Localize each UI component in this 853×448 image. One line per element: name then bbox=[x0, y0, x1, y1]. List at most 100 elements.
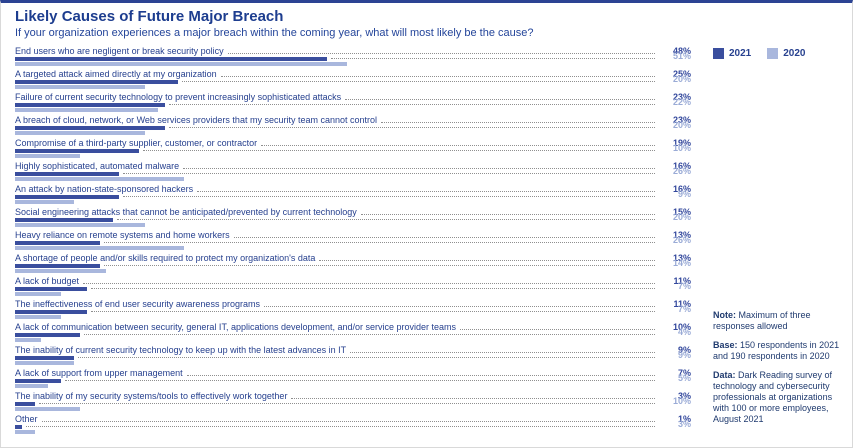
leader-dots bbox=[168, 104, 655, 105]
category-label: Highly sophisticated, automated malware bbox=[15, 161, 180, 171]
leader-dots bbox=[90, 311, 655, 312]
leader-dots bbox=[103, 242, 655, 243]
leader-dots bbox=[460, 329, 655, 330]
chart-row: A lack of communication between security… bbox=[15, 322, 691, 342]
note-item: Base: 150 respondents in 2021 and 190 re… bbox=[713, 340, 840, 361]
bar-2021 bbox=[15, 264, 100, 268]
legend-swatch-2020 bbox=[767, 48, 779, 59]
value-2020: 20% bbox=[672, 120, 691, 130]
value-2021: 48% bbox=[672, 46, 691, 56]
note-item: Data: Dark Reading survey of technology … bbox=[713, 370, 833, 424]
value-2021: 13% bbox=[672, 230, 691, 240]
bar-2020 bbox=[15, 200, 74, 204]
chart-row: An attack by nation-state-sponsored hack… bbox=[15, 184, 691, 204]
value-2020: 20% bbox=[672, 74, 691, 84]
leader-dots bbox=[263, 306, 655, 307]
bar-2020 bbox=[15, 223, 145, 227]
bar-2021 bbox=[15, 172, 119, 176]
bar-2021 bbox=[15, 103, 165, 107]
leader-dots bbox=[360, 214, 655, 215]
bar-2021 bbox=[15, 287, 87, 291]
value-2021: 11% bbox=[673, 276, 691, 286]
value-2020: 26% bbox=[672, 235, 691, 245]
leader-dots bbox=[168, 127, 655, 128]
legend-item-2021: 2021 bbox=[713, 48, 751, 59]
leader-dots bbox=[345, 99, 655, 100]
value-2021: 1% bbox=[677, 414, 691, 424]
value-2021: 10% bbox=[672, 322, 691, 332]
page-title: Likely Causes of Future Major Breach bbox=[15, 8, 284, 25]
value-2021: 25% bbox=[672, 69, 691, 79]
category-label: A lack of communication between security… bbox=[15, 322, 457, 332]
chart-row: A targeted attack aimed directly at my o… bbox=[15, 69, 691, 89]
value-2021: 23% bbox=[672, 92, 691, 102]
value-2021: 9% bbox=[677, 345, 691, 355]
category-label: The inability of my security systems/too… bbox=[15, 391, 288, 401]
chart-row: Heavy reliance on remote systems and hom… bbox=[15, 230, 691, 250]
value-2020: 14% bbox=[672, 258, 691, 268]
leader-dots bbox=[186, 375, 655, 376]
value-2021: 13% bbox=[672, 253, 691, 263]
leader-dots bbox=[142, 150, 655, 151]
category-label: A shortage of people and/or skills requi… bbox=[15, 253, 316, 263]
leader-dots bbox=[103, 265, 655, 266]
leader-dots bbox=[123, 173, 655, 174]
leader-dots bbox=[233, 237, 655, 238]
category-label: The ineffectiveness of end user security… bbox=[15, 299, 260, 309]
bar-2021 bbox=[15, 310, 87, 314]
value-2020: 9% bbox=[677, 350, 691, 360]
chart-row: The inability of current security techno… bbox=[15, 345, 691, 365]
value-2020: 9% bbox=[677, 189, 691, 199]
bar-2020 bbox=[15, 430, 35, 434]
chart-row: The ineffectiveness of end user security… bbox=[15, 299, 691, 319]
category-label: Compromise of a third-party supplier, cu… bbox=[15, 138, 258, 148]
bar-2020 bbox=[15, 131, 145, 135]
bar-2020 bbox=[15, 361, 74, 365]
bar-2020 bbox=[15, 154, 80, 158]
leader-dots bbox=[64, 380, 655, 381]
bar-2021 bbox=[15, 425, 22, 429]
leader-dots bbox=[90, 288, 655, 289]
bar-2021 bbox=[15, 80, 178, 84]
note-label: Data: bbox=[713, 370, 739, 380]
leader-dots bbox=[116, 219, 655, 220]
category-label: An attack by nation-state-sponsored hack… bbox=[15, 184, 194, 194]
bar-2021 bbox=[15, 379, 61, 383]
leader-dots bbox=[123, 196, 655, 197]
leader-dots bbox=[291, 398, 655, 399]
value-2021: 15% bbox=[672, 207, 691, 217]
value-2020: 51% bbox=[672, 51, 691, 61]
value-2020: 4% bbox=[677, 327, 691, 337]
chart-content: End users who are negligent or break sec… bbox=[15, 46, 844, 437]
bar-2021 bbox=[15, 195, 119, 199]
bar-2021 bbox=[15, 126, 165, 130]
category-label: Failure of current security technology t… bbox=[15, 92, 342, 102]
value-2020: 10% bbox=[672, 396, 691, 406]
category-label: A targeted attack aimed directly at my o… bbox=[15, 69, 217, 79]
bar-2020 bbox=[15, 407, 80, 411]
chart-row: The inability of my security systems/too… bbox=[15, 391, 691, 411]
bar-2021 bbox=[15, 333, 80, 337]
leader-dots bbox=[181, 81, 655, 82]
bar-2021 bbox=[15, 356, 74, 360]
category-label: A lack of support from upper management bbox=[15, 368, 183, 378]
category-label: A breach of cloud, network, or Web servi… bbox=[15, 115, 377, 125]
chart-row: A lack of budget 11% 7% bbox=[15, 276, 691, 296]
category-label: Other bbox=[15, 414, 38, 424]
chart-row: Failure of current security technology t… bbox=[15, 92, 691, 112]
bar-2021 bbox=[15, 402, 35, 406]
value-2020: 26% bbox=[672, 166, 691, 176]
bar-chart: End users who are negligent or break sec… bbox=[15, 46, 691, 437]
value-2021: 3% bbox=[677, 391, 691, 401]
leader-dots bbox=[41, 421, 655, 422]
legend-label: 2021 bbox=[729, 48, 752, 59]
bar-2021 bbox=[15, 149, 139, 153]
bar-2020 bbox=[15, 108, 158, 112]
value-2021: 23% bbox=[672, 115, 691, 125]
bar-2020 bbox=[15, 292, 61, 296]
note-item: Note: Maximum of three responses allowed bbox=[713, 310, 811, 331]
chart-row: A breach of cloud, network, or Web servi… bbox=[15, 115, 691, 135]
bar-2020 bbox=[15, 177, 184, 181]
chart-row: Social engineering attacks that cannot b… bbox=[15, 207, 691, 227]
bar-2020 bbox=[15, 85, 145, 89]
